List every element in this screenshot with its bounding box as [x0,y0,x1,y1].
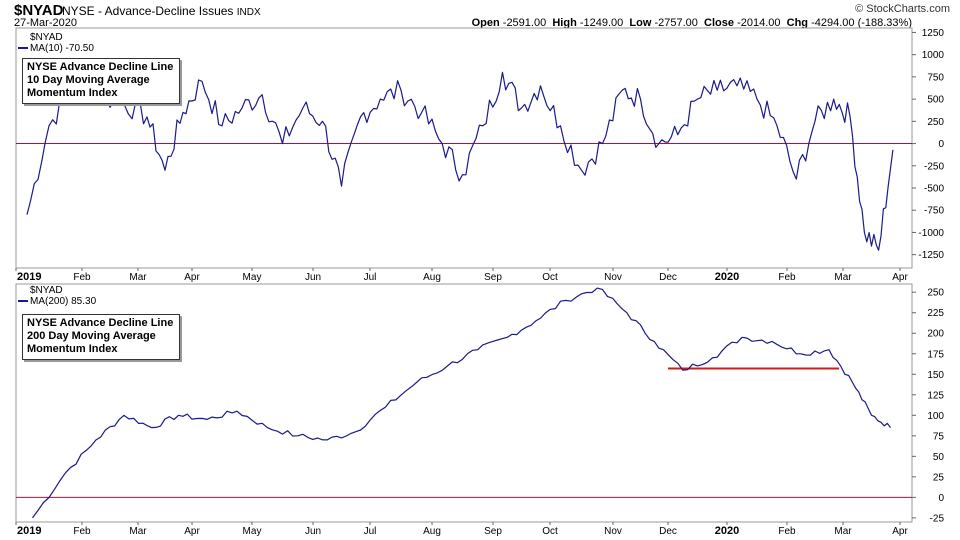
x-tick-label: Feb [73,526,91,537]
symbol-description: NYSE - Advance-Decline Issues [62,4,234,18]
annotation-line-2: 10 Day Moving Average [27,74,150,86]
y-tick-label: 250 [927,117,944,128]
symbol-title: $NYAD [14,2,64,19]
chg-label: Chg [786,17,809,29]
annotation-line-3: Momentum Index [27,87,118,99]
annotation-line-2: 200 Day Moving Average [27,330,156,342]
y-tick-label: 0 [938,139,944,150]
y-tick-label: 1000 [922,50,945,61]
x-tick-label: Jul [364,526,377,537]
bottom-panel-frame [15,283,913,523]
x-tick-label: Mar [129,272,147,283]
bottom-panel-ma-label: MA(200) 85.30 [30,296,97,307]
x-tick-label: Sep [484,272,502,283]
y-tick-label: -25 [930,513,945,524]
x-tick-label: Dec [659,526,677,537]
y-tick-label: 1250 [922,28,945,39]
x-tick-label: Jun [305,526,321,537]
y-tick-label: 150 [927,370,944,381]
y-tick-label: -750 [924,206,944,217]
close-label: Close [704,17,735,29]
x-tick-label: Oct [542,526,558,537]
x-tick-label: Mar [834,272,852,283]
y-tick-label: 50 [933,452,945,463]
chart-header: $NYAD NYSE - Advance-Decline Issues INDX… [0,0,960,30]
bottom-ma-series-line [32,287,891,519]
bottom-panel-annotation: NYSE Advance Decline Line 200 Day Moving… [22,314,181,360]
stockcharts-credit: © StockCharts.com [855,3,950,15]
y-tick-label: 200 [927,329,944,340]
x-tick-label: Mar [834,526,852,537]
x-tick-label: May [243,272,262,283]
x-tick-label: Aug [423,272,441,283]
top-panel-symbol: $NYAD [30,32,63,43]
open-label: Open [471,17,500,29]
annotation-line-1: NYSE Advance Decline Line [27,317,174,329]
y-tick-label: -500 [924,184,944,195]
y-tick-label: 250 [927,288,944,299]
bottom-panel-legend: MA(200) 85.30 [18,296,96,307]
exchange-label: INDX [236,7,261,18]
y-tick-label: -1250 [918,250,944,261]
y-tick-label: 500 [927,95,944,106]
x-tick-label: Oct [542,272,558,283]
ohlc-readout: Open -2591.00 High -1249.00 Low -2757.00… [472,17,912,29]
top-ma-series-line [26,71,894,251]
annotation-line-3: Momentum Index [27,343,118,355]
x-tick-label: Apr [184,526,200,537]
top-panel-frame [15,27,913,269]
x-tick-label: Dec [659,272,677,283]
x-tick-label: Nov [604,526,622,537]
high-value: -1249.00 [579,17,624,29]
top-panel-ma-label: MA(10) -70.50 [30,43,94,54]
y-tick-label: 125 [927,390,944,401]
open-value: -2591.00 [502,17,547,29]
chg-value: -4294.00 (-188.33%) [811,17,912,29]
x-tick-label: 2020 [715,271,739,283]
x-tick-label: Mar [129,526,147,537]
x-tick-label: 2019 [17,271,41,283]
x-tick-label: Aug [423,526,441,537]
x-tick-label: Feb [778,526,796,537]
top-panel-annotation: NYSE Advance Decline Line 10 Day Moving … [22,58,181,104]
y-tick-label: 75 [933,431,945,442]
high-label: High [552,17,577,29]
low-value: -2757.00 [654,17,698,29]
y-tick-label: -250 [924,161,944,172]
x-tick-label: 2020 [715,525,739,537]
y-tick-label: 225 [927,308,944,319]
legend-line-swatch [18,300,28,303]
x-tick-label: Jun [305,272,321,283]
top-panel-legend: MA(10) -70.50 [18,43,94,54]
x-tick-label: Nov [604,272,622,283]
x-tick-label: 2019 [17,525,41,537]
y-tick-label: 175 [927,349,944,360]
y-tick-label: 0 [938,493,944,504]
x-tick-label: Feb [778,272,796,283]
low-label: Low [629,17,652,29]
y-tick-label: 100 [927,411,944,422]
x-tick-label: Apr [184,272,200,283]
chart-date: 27-Mar-2020 [14,17,77,29]
y-tick-label: -1000 [918,228,944,239]
annotation-line-1: NYSE Advance Decline Line [27,61,174,73]
y-tick-label: 25 [933,472,945,483]
x-tick-label: Sep [484,526,502,537]
bottom-panel-symbol: $NYAD [30,285,63,296]
legend-line-swatch [18,47,28,50]
x-tick-label: Feb [73,272,91,283]
symbol-name: NYSE - Advance-Decline Issues INDX [62,4,261,18]
x-tick-label: Apr [892,526,908,537]
y-tick-label: 750 [927,72,944,83]
x-tick-label: Apr [892,272,908,283]
x-tick-label: May [243,526,262,537]
close-value: -2014.00 [737,17,781,29]
x-tick-label: Jul [364,272,377,283]
